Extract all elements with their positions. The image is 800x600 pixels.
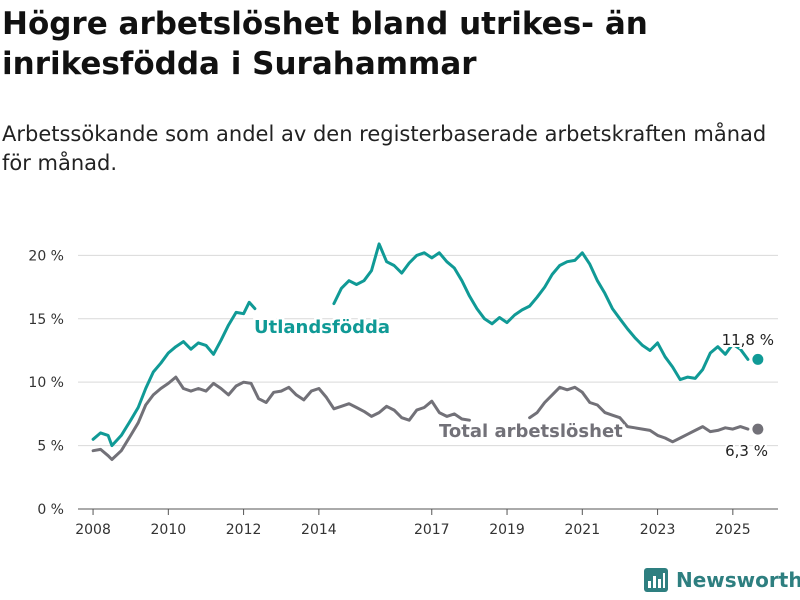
end-label-total: 6,3 % [725, 442, 768, 460]
y-tick-label: 20 % [28, 248, 64, 264]
x-tick-label: 2021 [564, 522, 600, 538]
bar-chart-icon [644, 568, 668, 592]
x-tick-label: 2019 [489, 522, 525, 538]
series-label-utlandsfodda: Utlandsfödda [254, 317, 390, 338]
x-tick-label: 2014 [301, 522, 337, 538]
x-tick-label: 2008 [75, 522, 111, 538]
x-tick-label: 2025 [715, 522, 751, 538]
y-tick-label: 0 % [37, 502, 64, 518]
y-tick-label: 5 % [37, 439, 64, 455]
y-tick-label: 10 % [28, 375, 64, 391]
brand-name: Newsworthy [676, 568, 800, 592]
end-label-utlandsfodda: 11,8 % [722, 331, 774, 349]
x-tick-label: 2017 [414, 522, 450, 538]
end-point-utlandsfodda [752, 353, 764, 365]
series-label-total: Total arbetslöshet [439, 421, 623, 442]
x-tick-label: 2023 [640, 522, 676, 538]
series-line-utlandsfodda [91, 242, 750, 448]
x-tick-label: 2010 [151, 522, 187, 538]
series-line-total [91, 375, 750, 461]
y-tick-label: 15 % [28, 312, 64, 328]
chart-subtitle: Arbetssökande som andel av den registerb… [2, 122, 767, 175]
chart-title: Högre arbetslöshet bland utrikes- än inr… [2, 6, 648, 82]
end-point-total [752, 423, 764, 435]
brand-logo: Newsworthy [644, 568, 800, 592]
x-tick-label: 2012 [226, 522, 262, 538]
